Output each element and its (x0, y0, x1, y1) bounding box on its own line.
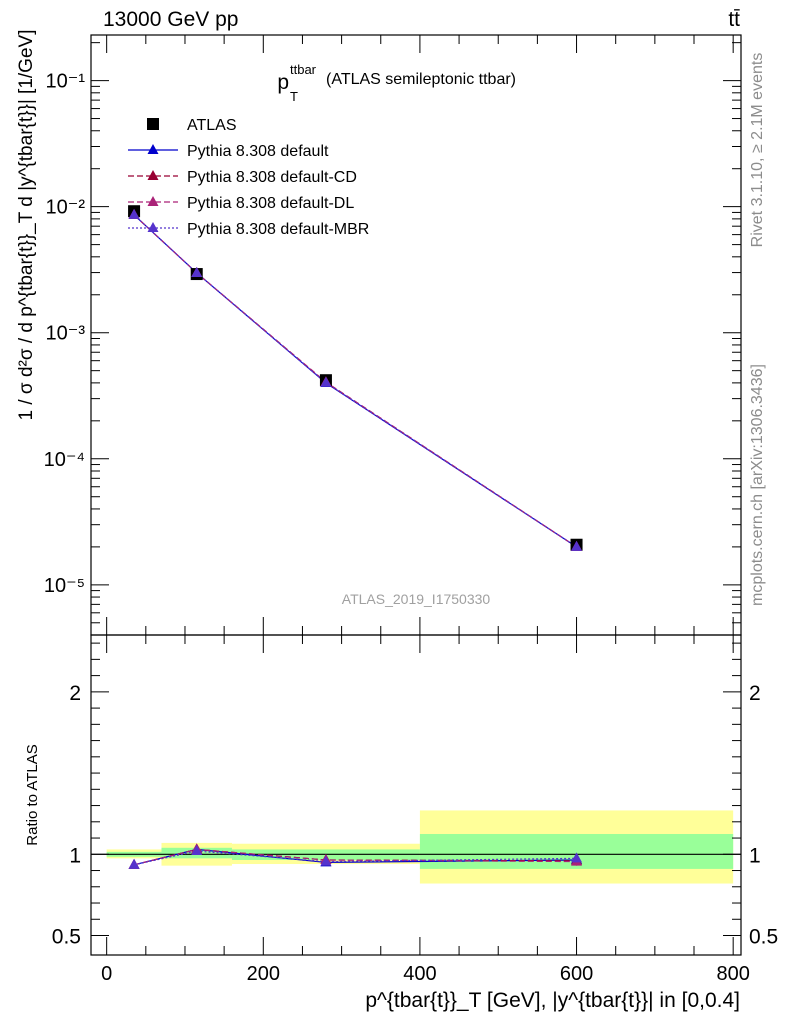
ratio-frame (90, 634, 742, 956)
legend-marker (147, 196, 159, 206)
rivet-label: Rivet 3.1.10, ≥ 2.1M events (749, 53, 766, 248)
ratio-data-point (571, 852, 583, 863)
ratio-y-tick-label-right: 2 (749, 682, 761, 705)
main-y-ticks: 10⁻⁵ 10⁻⁴ 10⁻³ 10⁻² 10⁻¹ (44, 35, 741, 636)
ratio-y-tick-label-right: 1 (749, 844, 761, 867)
process-label: 13000 GeV pp (103, 8, 238, 31)
main-y-label: 1 / σ d²σ / d p^{tbar{t}}_T d |y^{tbar{t… (16, 30, 37, 421)
main-y-tick-label: 10⁻³ (46, 323, 86, 345)
main-series-line (133, 214, 577, 548)
main-series (128, 205, 583, 551)
x-tick-label: 800 (716, 963, 749, 985)
legend-label: ATLAS (187, 117, 237, 134)
ratio-data-point (128, 858, 140, 869)
main-series-line (133, 214, 577, 548)
mc-data-point (571, 540, 583, 551)
mc-data-point (191, 266, 203, 277)
ratio-y-label: Ratio to ATLAS (24, 744, 41, 845)
legend-marker (147, 144, 159, 154)
main-panel: 10⁻⁵ 10⁻⁴ 10⁻³ 10⁻² 10⁻¹ p ttbar T (ATLAS se… (16, 30, 742, 636)
legend-label: Pythia 8.308 default (187, 143, 329, 160)
x-axis-label: p^{tbar{t}}_T [GeV], |y^{tbar{t}}| in [0… (365, 989, 740, 1012)
x-tick-label: 200 (247, 963, 280, 985)
legend-label: Pythia 8.308 default-DL (187, 195, 354, 212)
main-y-tick-label: 10⁻⁵ (44, 575, 85, 597)
mc-data-point (128, 208, 140, 219)
main-y-tick-label: 10⁻² (46, 197, 86, 219)
legend-marker (147, 170, 159, 180)
ratio-y-tick-label: 2 (69, 682, 81, 705)
mc-data-point (320, 376, 332, 387)
title-symbol: p (277, 71, 289, 94)
ratio-ticks: 0.5 0.5 1 1 2 2 0 200 400 600 800 (52, 635, 778, 985)
ratio-data-point (191, 845, 203, 856)
x-tick-label: 0 (101, 963, 112, 985)
ratio-series-line (133, 850, 577, 866)
ratio-series-line (133, 848, 577, 866)
legend: ATLAS Pythia 8.308 default Pythia 8.308 de… (128, 117, 369, 238)
main-series-line (133, 214, 577, 548)
x-tick-label: 600 (560, 963, 593, 985)
ratio-series (128, 843, 583, 869)
ratio-panel: 0.5 0.5 1 1 2 2 0 200 400 600 800 Ratio to ATLAS p… (24, 634, 778, 1012)
legend-label: Pythia 8.308 default-CD (187, 169, 357, 186)
x-tick-label: 400 (403, 963, 436, 985)
ratio-y-tick-label-right: 0.5 (749, 926, 778, 949)
legend-marker (147, 222, 159, 232)
main-y-tick-label: 10⁻⁴ (44, 449, 85, 471)
channel-label: tt̄ (728, 8, 740, 31)
title-symbol-sup: ttbar (290, 62, 317, 77)
main-y-tick-label: 10⁻¹ (46, 71, 86, 93)
title-symbol-sub: T (290, 89, 298, 104)
legend-label: Pythia 8.308 default-MBR (187, 221, 369, 238)
ratio-y-tick-label: 1 (69, 844, 81, 867)
legend-marker (147, 118, 159, 130)
ratio-data-point (320, 855, 332, 866)
ratio-bands (91, 810, 741, 884)
analysis-watermark: ATLAS_2019_I1750330 (342, 591, 491, 607)
mcplots-label: mcplots.cern.ch [arXiv:1306.3436] (749, 364, 766, 606)
ratio-y-tick-label: 0.5 (52, 926, 81, 949)
chart-title: (ATLAS semileptonic ttbar) (326, 71, 516, 88)
main-series-line (133, 214, 577, 548)
